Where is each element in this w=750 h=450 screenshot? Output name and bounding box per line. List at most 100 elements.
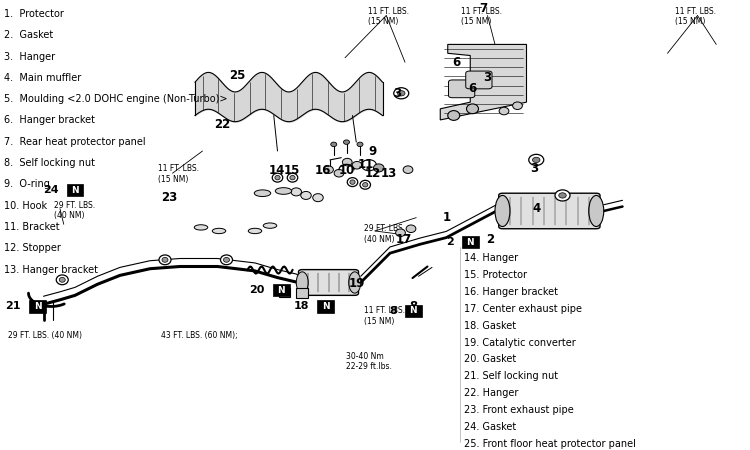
PathPatch shape <box>440 45 526 120</box>
Text: N: N <box>278 286 285 295</box>
Ellipse shape <box>248 228 262 234</box>
Text: N: N <box>34 302 41 311</box>
Text: 29 FT. LBS. (40 NM): 29 FT. LBS. (40 NM) <box>8 331 82 340</box>
FancyBboxPatch shape <box>466 71 492 89</box>
Text: 15: 15 <box>284 164 300 176</box>
Ellipse shape <box>363 183 368 187</box>
Text: 8: 8 <box>410 300 418 313</box>
Text: 17: 17 <box>395 234 412 246</box>
FancyBboxPatch shape <box>29 300 46 313</box>
Text: 3: 3 <box>394 87 401 100</box>
Text: 9: 9 <box>369 144 376 158</box>
Ellipse shape <box>349 272 361 293</box>
Text: 19: 19 <box>349 277 365 290</box>
Ellipse shape <box>263 223 277 228</box>
Text: N: N <box>410 306 417 315</box>
Ellipse shape <box>274 176 280 180</box>
Text: 10. Hook: 10. Hook <box>4 201 46 211</box>
Ellipse shape <box>275 188 292 194</box>
Text: 18. Gasket: 18. Gasket <box>464 321 516 331</box>
Text: 22. Hanger: 22. Hanger <box>464 388 518 398</box>
Ellipse shape <box>448 111 460 120</box>
Text: 3.  Hanger: 3. Hanger <box>4 51 55 62</box>
Text: 11 FT. LBS.
(15 NM): 11 FT. LBS. (15 NM) <box>675 7 716 26</box>
Text: 13: 13 <box>380 166 397 180</box>
Ellipse shape <box>466 104 478 114</box>
Text: 11. Bracket: 11. Bracket <box>4 222 59 232</box>
Text: 17. Center exhaust pipe: 17. Center exhaust pipe <box>464 304 581 314</box>
Ellipse shape <box>555 190 570 201</box>
Text: 1: 1 <box>442 211 450 224</box>
Ellipse shape <box>159 255 171 265</box>
Text: 4: 4 <box>532 202 540 215</box>
FancyBboxPatch shape <box>448 80 475 98</box>
Ellipse shape <box>254 190 271 197</box>
FancyBboxPatch shape <box>317 300 334 313</box>
Ellipse shape <box>398 90 405 96</box>
Text: 29 FT. LBS.
(40 NM): 29 FT. LBS. (40 NM) <box>54 201 95 220</box>
Ellipse shape <box>287 173 298 182</box>
Text: 1.  Protector: 1. Protector <box>4 9 64 19</box>
Text: 7.  Rear heat protector panel: 7. Rear heat protector panel <box>4 137 146 147</box>
Ellipse shape <box>394 88 409 99</box>
Ellipse shape <box>324 166 333 173</box>
Ellipse shape <box>212 228 226 234</box>
Ellipse shape <box>532 157 540 162</box>
Ellipse shape <box>224 257 230 262</box>
Text: 24: 24 <box>43 185 58 195</box>
Ellipse shape <box>362 160 376 171</box>
Ellipse shape <box>56 275 68 285</box>
Ellipse shape <box>272 173 283 182</box>
Text: 14. Hanger: 14. Hanger <box>464 253 518 263</box>
Text: 8: 8 <box>389 306 397 316</box>
Text: 43 FT. LBS. (60 NM);: 43 FT. LBS. (60 NM); <box>161 331 238 340</box>
Ellipse shape <box>406 225 416 233</box>
Ellipse shape <box>334 170 344 177</box>
Ellipse shape <box>331 142 337 147</box>
Ellipse shape <box>296 272 308 293</box>
Text: 23: 23 <box>160 191 177 204</box>
Text: 15. Protector: 15. Protector <box>464 270 526 280</box>
Text: 25. Front floor heat protector panel: 25. Front floor heat protector panel <box>464 439 635 449</box>
Ellipse shape <box>360 180 370 189</box>
Text: 11 FT. LBS.
(15 NM): 11 FT. LBS. (15 NM) <box>368 7 409 26</box>
Text: 10: 10 <box>338 164 355 176</box>
Text: 11 FT. LBS.
(15 NM): 11 FT. LBS. (15 NM) <box>364 306 406 326</box>
Text: 11 FT. LBS.
(15 NM): 11 FT. LBS. (15 NM) <box>158 164 199 184</box>
Ellipse shape <box>194 225 208 230</box>
FancyBboxPatch shape <box>499 193 600 229</box>
Text: 12. Stopper: 12. Stopper <box>4 243 61 253</box>
Text: 20: 20 <box>249 285 265 295</box>
Text: 4.  Main muffler: 4. Main muffler <box>4 73 81 83</box>
Ellipse shape <box>162 257 168 262</box>
Ellipse shape <box>352 162 362 169</box>
Ellipse shape <box>396 229 405 237</box>
Ellipse shape <box>374 164 384 172</box>
Text: 16. Hanger bracket: 16. Hanger bracket <box>464 287 557 297</box>
Text: 11: 11 <box>358 158 374 171</box>
Ellipse shape <box>291 188 302 196</box>
FancyBboxPatch shape <box>67 184 83 196</box>
Text: 21: 21 <box>5 302 21 311</box>
Text: 6: 6 <box>468 82 477 95</box>
Ellipse shape <box>313 194 323 202</box>
Text: 2: 2 <box>446 237 454 247</box>
Ellipse shape <box>347 178 358 187</box>
Text: 19. Catalytic converter: 19. Catalytic converter <box>464 338 575 347</box>
Ellipse shape <box>350 180 355 184</box>
Ellipse shape <box>301 191 311 199</box>
Text: 6.  Hanger bracket: 6. Hanger bracket <box>4 116 94 126</box>
Text: 2.  Gasket: 2. Gasket <box>4 30 53 40</box>
Text: 25: 25 <box>230 69 246 82</box>
Ellipse shape <box>513 102 522 109</box>
Ellipse shape <box>589 195 604 226</box>
Ellipse shape <box>59 277 65 282</box>
Text: 9.  O-ring: 9. O-ring <box>4 180 50 189</box>
Ellipse shape <box>290 176 295 180</box>
Bar <box>279 288 290 297</box>
Text: 3: 3 <box>484 71 491 84</box>
FancyBboxPatch shape <box>462 236 478 248</box>
Text: 5.  Moulding <2.0 DOHC engine (Non-Turbo)>: 5. Moulding <2.0 DOHC engine (Non-Turbo)… <box>4 94 227 104</box>
Text: 22: 22 <box>214 118 230 131</box>
Text: 3: 3 <box>530 162 538 176</box>
